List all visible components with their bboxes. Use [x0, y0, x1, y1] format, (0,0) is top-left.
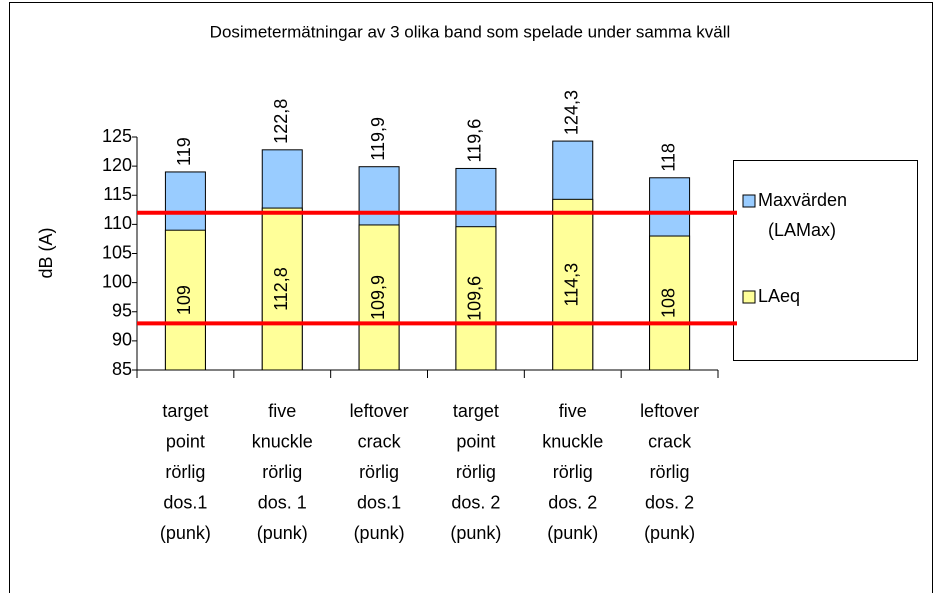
bar — [455, 226, 497, 371]
x-tick-label: knuckle — [542, 431, 603, 451]
bar — [358, 224, 400, 371]
x-tick-label: dos. 2 — [451, 492, 500, 512]
x-tick-label: rörlig — [359, 462, 399, 482]
y-axis-label: dB (A) — [36, 227, 56, 278]
x-tick-label: leftover — [350, 401, 409, 421]
x-tick-label: rörlig — [165, 462, 205, 482]
data-label: 119,9 — [368, 117, 388, 161]
data-label: 109,6 — [465, 276, 485, 321]
x-tick-label: knuckle — [252, 431, 313, 451]
x-tick-label: (punk) — [160, 523, 211, 543]
legend-label: Maxvärden (LAMax) — [758, 190, 847, 240]
x-tick-label: target — [453, 401, 499, 421]
x-tick-label: crack — [648, 431, 692, 451]
x-tick-label: rörlig — [553, 462, 593, 482]
data-label: 108 — [658, 288, 678, 318]
x-tick-label: target — [162, 401, 208, 421]
legend-swatch — [742, 194, 756, 208]
y-tick-label: 115 — [103, 184, 132, 204]
y-tick-label: 85 — [112, 359, 132, 379]
x-tick-label: (punk) — [257, 523, 308, 543]
data-label: 122,8 — [271, 99, 291, 144]
x-tick-label: (punk) — [547, 523, 598, 543]
y-tick-label: 120 — [102, 155, 132, 175]
data-label: 119,6 — [465, 119, 485, 163]
x-tick-label: dos. 2 — [548, 492, 597, 512]
legend-label: LAeq — [758, 286, 800, 306]
y-tick-label: 90 — [112, 330, 132, 350]
x-tick-label: point — [166, 431, 205, 451]
data-label: 124,3 — [562, 90, 582, 135]
x-tick-label: (punk) — [450, 523, 501, 543]
x-tick-label: rörlig — [262, 462, 302, 482]
y-tick-label: 105 — [102, 242, 132, 262]
y-tick-label: 110 — [103, 213, 132, 233]
y-tick-label: 100 — [102, 271, 132, 291]
x-tick-label: dos. 2 — [645, 492, 694, 512]
x-tick-label: rörlig — [456, 462, 496, 482]
bar — [552, 198, 594, 371]
x-tick-label: dos. 1 — [258, 492, 307, 512]
x-tick-label: point — [456, 431, 495, 451]
x-tick-label: five — [268, 401, 296, 421]
x-tick-label: dos.1 — [357, 492, 401, 512]
x-tick-label: (punk) — [644, 523, 695, 543]
data-label: 114,3 — [562, 263, 582, 307]
bar — [261, 207, 303, 371]
y-tick-label: 125 — [102, 126, 132, 146]
data-label: 109 — [174, 285, 194, 315]
bar — [164, 229, 206, 371]
bar — [649, 235, 691, 371]
y-tick-label: 95 — [112, 301, 132, 321]
x-tick-label: dos.1 — [163, 492, 207, 512]
data-label: 119 — [174, 137, 194, 166]
legend-swatch — [742, 290, 756, 304]
legend-box — [733, 160, 918, 361]
x-tick-label: (punk) — [354, 523, 405, 543]
chart-title: Dosimetermätningar av 3 olika band som s… — [210, 22, 731, 41]
data-label: 109,9 — [368, 275, 388, 320]
x-tick-label: crack — [358, 431, 402, 451]
data-label: 118 — [658, 143, 678, 172]
x-tick-label: leftover — [640, 401, 699, 421]
x-tick-label: rörlig — [650, 462, 690, 482]
x-tick-label: five — [559, 401, 587, 421]
data-label: 112,8 — [271, 267, 291, 311]
